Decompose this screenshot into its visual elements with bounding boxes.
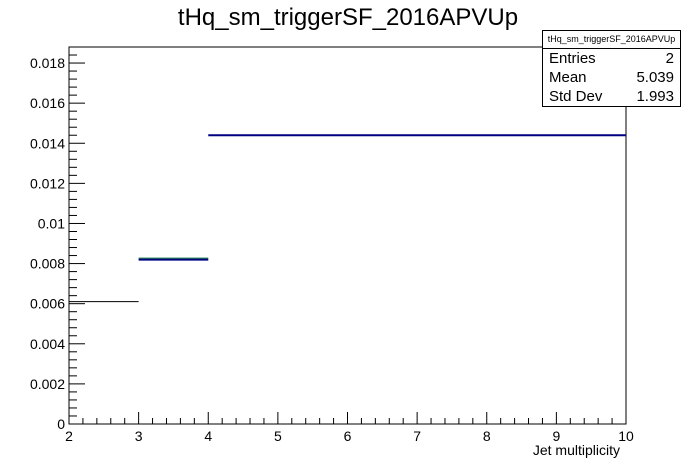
y-tick-label: 0.012 [30, 175, 65, 191]
y-tick-label: 0.006 [30, 296, 65, 312]
x-tick-label: 8 [483, 428, 491, 444]
x-tick-label: 9 [552, 428, 560, 444]
y-tick-label: 0.008 [30, 256, 65, 272]
stats-mean-label: Mean [549, 69, 587, 86]
y-tick-label: 0 [57, 416, 65, 432]
histogram-bins [69, 134, 626, 303]
x-tick-label: 6 [344, 428, 352, 444]
x-tick-label: 7 [413, 428, 421, 444]
stats-mean-row: Mean 5.039 [543, 68, 680, 87]
x-tick-label: 5 [274, 428, 282, 444]
axes: 2 3 4 5 6 7 8 9 10 0 0.002 0.004 0.006 0.008 0.01 0.012… [30, 46, 634, 444]
stats-entries-label: Entries [549, 50, 596, 67]
stats-mean-value: 5.039 [636, 69, 674, 86]
y-tick-label: 0.018 [30, 55, 65, 71]
stats-stddev-label: Std Dev [549, 88, 603, 105]
stats-box-title: tHq_sm_triggerSF_2016APVUp [543, 31, 680, 49]
x-tick-label: 4 [204, 428, 212, 444]
x-tick-label: 2 [65, 428, 73, 444]
x-tick-label: 10 [618, 428, 634, 444]
stats-entries-value: 2 [665, 50, 674, 67]
stats-entries-row: Entries 2 [543, 49, 680, 68]
y-tick-label: 0.014 [30, 135, 65, 151]
chart-title: tHq_sm_triggerSF_2016APVUp [177, 4, 519, 31]
stats-box: tHq_sm_triggerSF_2016APVUp Entries 2 Mea… [542, 30, 681, 107]
x-tick-label: 3 [135, 428, 143, 444]
y-tick-label: 0.002 [30, 376, 65, 392]
x-axis-label: Jet multiplicity [533, 442, 620, 458]
stats-stddev-value: 1.993 [636, 88, 674, 105]
y-tick-label: 0.01 [38, 215, 65, 231]
y-tick-label: 0.004 [30, 336, 65, 352]
y-tick-label: 0.016 [30, 95, 65, 111]
stats-stddev-row: Std Dev 1.993 [543, 87, 680, 106]
bin-error-band [138, 257, 209, 260]
